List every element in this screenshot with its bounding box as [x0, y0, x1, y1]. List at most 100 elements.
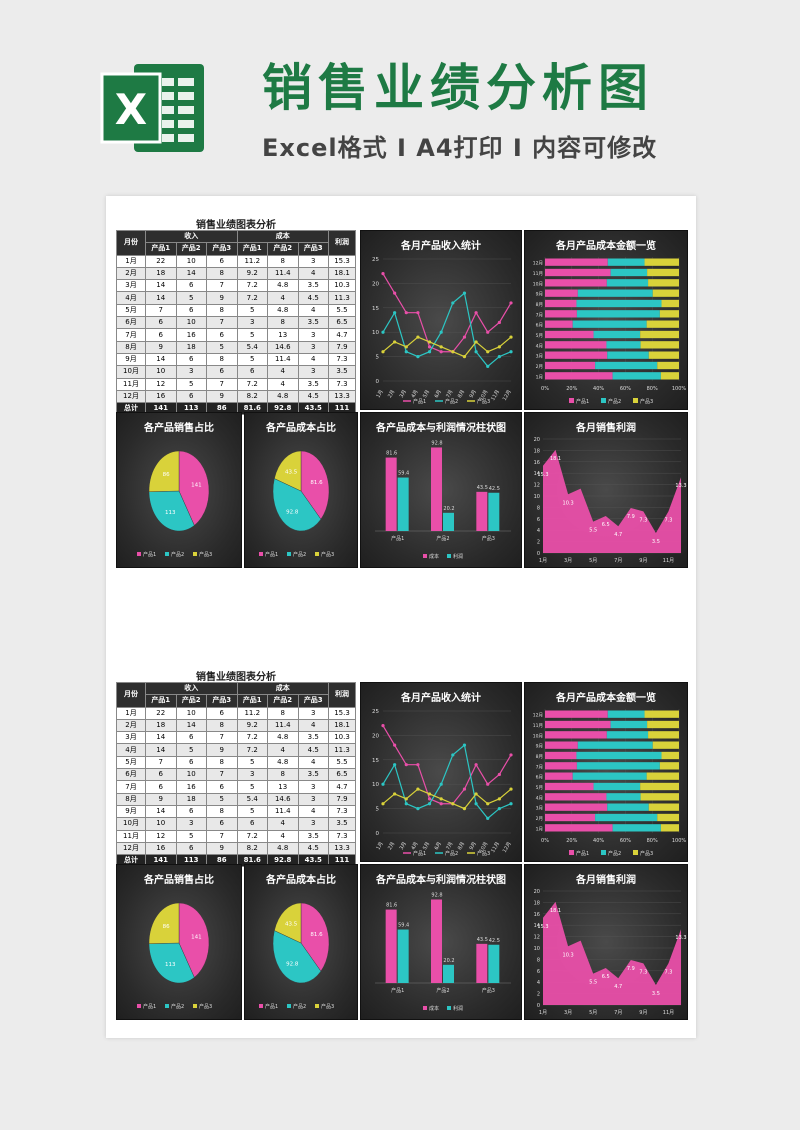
- y-tick-label: 12: [534, 483, 540, 489]
- table-row: 4月 14 5 9 7.2 4 4.5 11.3: [116, 291, 356, 305]
- x-tick-label: 产品3: [482, 987, 495, 994]
- bar-segment: [545, 279, 607, 287]
- table-cell: 5.4: [236, 792, 268, 806]
- bar-segment: [593, 782, 641, 791]
- data-point: [416, 311, 420, 315]
- legend-label: 产品3: [199, 551, 212, 558]
- data-label: 15.3: [537, 472, 548, 478]
- y-tick-label: 14: [534, 471, 540, 477]
- bar-segment: [595, 813, 658, 822]
- x-tick-label: 11月: [490, 389, 501, 402]
- data-label: 20.2: [443, 958, 454, 964]
- table-row: 2月 18 14 8 9.2 11.4 4 18.1: [116, 718, 356, 733]
- data-point: [416, 763, 420, 767]
- y-tick-label: 6月: [536, 775, 543, 781]
- data-point: [393, 792, 397, 796]
- table-cell: 3: [297, 792, 329, 806]
- y-tick-label: 7月: [536, 764, 543, 770]
- table-cell: 11.4: [267, 804, 299, 819]
- y-tick-label: 8月: [536, 754, 543, 760]
- legend-label: 产品1: [265, 551, 278, 558]
- table-cell: 3.5: [297, 829, 329, 843]
- table-cell: 8: [267, 316, 299, 330]
- legend-swatch: [633, 850, 638, 855]
- x-tick-label: 11月: [663, 1010, 674, 1016]
- bar-segment: [659, 762, 679, 770]
- header-cost-p1: 产品1: [236, 242, 268, 256]
- table-cell: 6: [145, 316, 177, 330]
- slice-label: 113: [165, 510, 176, 516]
- bar-segment: [572, 772, 647, 780]
- legend-swatch: [315, 552, 319, 556]
- legend-swatch: [193, 1004, 197, 1008]
- data-point: [462, 743, 467, 747]
- data-point: [416, 335, 420, 339]
- table-cell: 18: [145, 718, 177, 733]
- cost-stacked-bar-chart: 各月产品成本金额一览 0% 20% 40% 60% 80% 100% 1月 2月 3月 4月 5月 6…: [524, 682, 688, 862]
- data-label: 43.5: [477, 485, 488, 491]
- legend-swatch: [259, 1004, 263, 1008]
- y-tick-label: 10月: [533, 281, 543, 287]
- table-cell: 11.2: [236, 706, 268, 720]
- table-cell: 2月: [116, 266, 146, 281]
- table-cell: 9: [145, 792, 177, 806]
- table-cell: 3.5: [297, 279, 329, 293]
- bar: [431, 899, 442, 983]
- bar-segment: [652, 289, 679, 297]
- x-tick-label: 3月: [399, 841, 408, 851]
- x-tick-label: 11月: [663, 558, 674, 564]
- bar-segment: [572, 320, 647, 328]
- bar: [431, 447, 442, 531]
- data-point: [381, 724, 385, 728]
- header-cost: 成本: [236, 229, 329, 244]
- data-point: [474, 763, 478, 767]
- dashboard-block-1: 销售业绩图表分析 月份 收入 成本 利润 产品1 产品2 产品3 产品1 产品2…: [116, 216, 688, 576]
- table-cell: 22: [145, 254, 177, 268]
- y-tick-label: 10: [534, 946, 540, 952]
- table-cell: 6: [206, 254, 238, 268]
- table-cell: 14: [145, 352, 177, 367]
- bar-segment: [545, 803, 608, 811]
- header-income: 收入: [145, 229, 238, 244]
- table-cell: 10: [145, 365, 177, 379]
- data-point: [486, 330, 490, 334]
- table-cell: 13: [267, 780, 299, 794]
- table-cell: 13: [267, 328, 299, 342]
- table-cell: 14: [175, 266, 207, 281]
- data-label: 81.6: [386, 451, 397, 457]
- y-tick-label: 7月: [536, 312, 543, 318]
- table-cell: 4: [267, 829, 299, 843]
- bar-segment: [545, 731, 607, 739]
- table-cell: 3.5: [297, 316, 329, 330]
- legend-label: 产品2: [293, 551, 306, 558]
- table-row: 5月 7 6 8 5 4.8 4 5.5: [116, 755, 356, 770]
- header-profit: 利润: [328, 682, 356, 708]
- bar: [443, 512, 454, 531]
- table-row: 3月 14 6 7 7.2 4.8 3.5 10.3: [116, 731, 356, 745]
- x-tick-label: 4月: [410, 841, 419, 851]
- chart-title: 各月销售利润: [576, 423, 636, 434]
- table-cell: 12: [145, 829, 177, 843]
- cost-stacked-bar-chart: 各月产品成本金额一览 0% 20% 40% 60% 80% 100% 1月 2月 3月 4月 5月 6…: [524, 230, 688, 410]
- bar-segment: [576, 299, 662, 308]
- table-cell: 3: [297, 365, 329, 379]
- bar-segment: [648, 279, 679, 287]
- table-cell: 4: [267, 377, 299, 391]
- header-month: 月份: [116, 230, 146, 256]
- table-cell: 10: [175, 316, 207, 330]
- table-cell: 9.2: [236, 266, 268, 281]
- legend-label: 产品2: [608, 850, 621, 857]
- bar-segment: [606, 793, 641, 801]
- pie-slice: [148, 902, 180, 944]
- table-cell: 3: [297, 780, 329, 794]
- total-cell: 113: [175, 854, 207, 868]
- table-cell: 5月: [116, 755, 146, 770]
- table-cell: 4: [267, 365, 299, 379]
- bar-segment: [545, 310, 577, 318]
- table-cell: 9.2: [236, 718, 268, 733]
- table-cell: 8: [206, 266, 238, 281]
- cost-share-pie-chart: 各产品成本占比 81.6 92.8 43.5 产品1 产品2 产品3: [244, 864, 358, 1020]
- pie-slice: [148, 942, 195, 984]
- table-cell: 7.3: [328, 377, 356, 391]
- bar-segment: [612, 824, 661, 832]
